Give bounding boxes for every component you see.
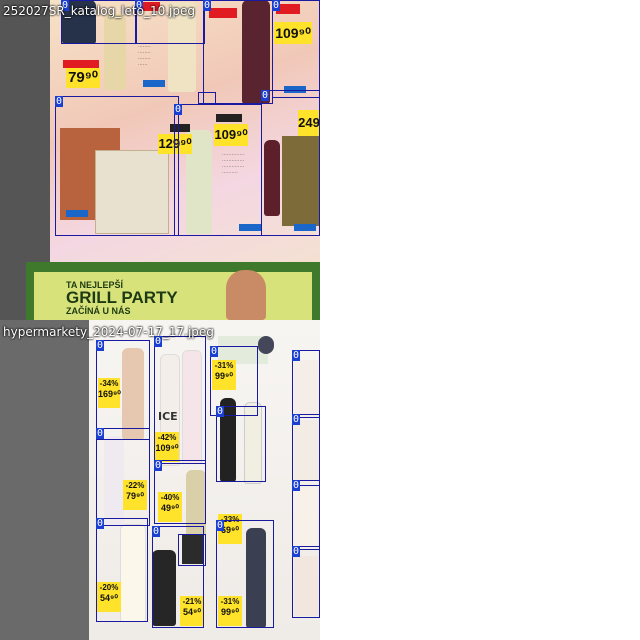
product-image <box>294 556 318 616</box>
price-label: 79⁹⁰ <box>66 68 100 88</box>
person-photo <box>226 270 266 320</box>
price-label: -34% 169⁹⁰ <box>98 378 121 408</box>
price-label: -31% 99⁹⁰ <box>212 360 236 390</box>
banner-line-3: ZAČÍNÁ U NÁS <box>66 306 131 316</box>
detection-box: 0 <box>96 428 150 526</box>
price-label: -42% 109⁹⁰ <box>155 432 179 462</box>
discount-tag <box>216 114 242 122</box>
banner-headline: GRILL PARTY <box>66 288 178 307</box>
file-name-label: 252027SR_katalog_leto_10.jpeg <box>3 4 196 18</box>
detection-box: 0 <box>174 104 262 236</box>
detection-box <box>198 92 216 104</box>
price-label: 109⁹⁰ <box>214 124 248 146</box>
detection-box: 0 <box>203 0 273 104</box>
product-image <box>294 360 318 416</box>
price-label: -22% 79⁹⁰ <box>123 480 147 510</box>
bottle <box>244 402 262 484</box>
detection-box: 0 <box>292 546 320 618</box>
price-badge <box>284 86 306 93</box>
detection-box: 0 <box>55 96 179 236</box>
grape-decoration <box>258 336 274 354</box>
price-label: -21% 54⁹⁰ <box>180 596 204 626</box>
price-badge <box>294 224 316 231</box>
bottle <box>246 528 266 628</box>
price-badge <box>66 210 88 217</box>
detection-box: 0 <box>135 0 205 44</box>
bottle <box>120 524 146 622</box>
product-image <box>294 420 318 480</box>
detection-box: 0 <box>292 480 320 550</box>
flyer-tile-1: 252027SR_katalog_leto_10.jpeg 79⁹⁰ 109⁹⁰… <box>0 0 320 320</box>
file-name-label: hypermarkety_2024-07-17_17.jpeg <box>3 325 214 339</box>
bottle <box>104 436 124 526</box>
product-image <box>294 488 318 548</box>
detection-box: 0 <box>272 0 320 98</box>
discount-tag <box>170 124 190 132</box>
wine-box <box>182 534 204 564</box>
detection-box: 0 <box>61 0 137 44</box>
discount-tag <box>63 60 99 68</box>
detection-box: 0 <box>96 340 150 440</box>
bottle <box>186 470 206 536</box>
padding-left <box>0 320 89 640</box>
brand-label: ICE <box>158 410 178 423</box>
discount-tag <box>209 8 237 18</box>
price-label: 109⁹⁰ <box>274 22 312 44</box>
detection-box: 0 <box>292 350 320 418</box>
discount-tag <box>140 2 160 11</box>
detection-box: 0 <box>154 336 206 464</box>
discount-tag <box>276 4 300 14</box>
bottle <box>104 14 126 90</box>
price-label: -40% 49⁹⁰ <box>158 492 182 522</box>
wine-box <box>95 150 169 234</box>
flyer-tile-2: hypermarkety_2024-07-17_17.jpeg -34% 169⁹… <box>0 320 320 640</box>
bottle <box>122 348 144 440</box>
price-label: 129⁹⁰ <box>158 134 192 154</box>
product-description: ········ ········ ········ ······ <box>138 44 151 68</box>
detection-box: 0 <box>154 460 206 524</box>
price-label: -31% 99⁹⁰ <box>218 596 242 626</box>
detection-box: 0 <box>152 526 204 628</box>
price-badge <box>143 80 165 87</box>
banner-line-1: TA NEJLEPŠÍ <box>66 280 124 290</box>
bottle <box>168 2 196 92</box>
banner-text: TA NEJLEPŠÍ GRILL PARTY ZAČÍNÁ U NÁS <box>66 280 178 316</box>
bottle <box>264 140 280 216</box>
price-label: 249 <box>298 110 320 136</box>
price-badge <box>239 224 261 231</box>
detection-box: 0 <box>292 414 320 486</box>
detection-box: 0 <box>261 90 320 236</box>
detection-box: 0 <box>216 520 274 628</box>
bottle <box>152 550 176 626</box>
detection-box: 0 <box>210 346 258 416</box>
bottle <box>220 398 236 482</box>
detection-box: 0 <box>216 406 266 482</box>
detection-box: 0 <box>96 518 148 622</box>
grill-party-banner: TA NEJLEPŠÍ GRILL PARTY ZAČÍNÁ U NÁS <box>26 262 320 320</box>
detection-box <box>178 534 206 566</box>
bottle <box>242 0 270 104</box>
product-description: ·············· ·············· ············… <box>222 152 245 176</box>
price-label: -20% 54⁹⁰ <box>97 582 121 612</box>
vineyard-photo <box>282 136 320 226</box>
